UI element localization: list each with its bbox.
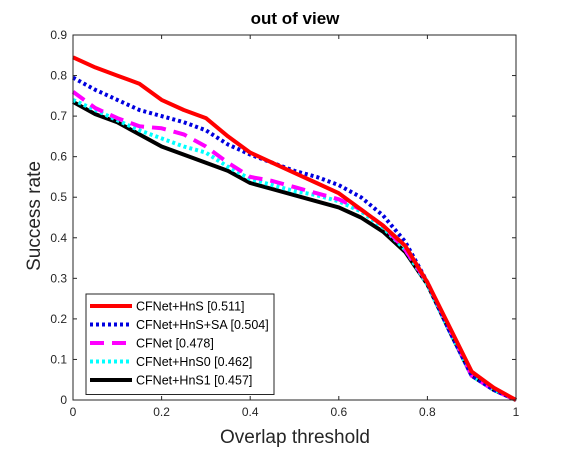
x-tick-label: 0.2 xyxy=(153,405,170,419)
y-tick-label: 0.4 xyxy=(50,231,67,245)
y-tick-label: 0.7 xyxy=(50,109,67,123)
y-tick-label: 0.6 xyxy=(50,150,67,164)
legend-label-5: CFNet+HnS1 [0.457] xyxy=(136,374,252,388)
x-axis-label: Overlap threshold xyxy=(220,427,370,448)
x-tick-label: 1 xyxy=(513,405,520,419)
y-tick-label: 0.5 xyxy=(50,190,67,204)
y-tick-label: 0.9 xyxy=(50,28,67,42)
x-tick-label: 0 xyxy=(70,405,77,419)
series-layer xyxy=(71,55,517,402)
plot-frame xyxy=(72,34,517,401)
series-line-1 xyxy=(72,55,517,402)
y-tick-label: 0.8 xyxy=(50,69,67,83)
legend: CFNet+HnS [0.511] CFNet+HnS+SA [0.504] CFN… xyxy=(85,293,275,395)
legend-label-3: CFNet [0.478] xyxy=(136,337,214,351)
x-tick-label: 0.6 xyxy=(330,405,347,419)
legend-label-1: CFNet+HnS [0.511] xyxy=(136,300,245,314)
x-tick-label: 0.8 xyxy=(419,405,436,419)
chart-title: out of view xyxy=(251,9,341,28)
y-tick-label: 0.1 xyxy=(50,352,67,366)
legend-label-2: CFNet+HnS+SA [0.504] xyxy=(136,318,269,332)
y-tick-label: 0.3 xyxy=(50,271,67,285)
legend-label-4: CFNet+HnS0 [0.462] xyxy=(136,355,252,369)
y-tick-label: 0.2 xyxy=(50,312,67,326)
axes-layer: 0 0.2 0.4 0.6 0.8 1 0 0.1 0.2 0.3 0.4 0.5 0.6 0.7 0.8 0… xyxy=(50,28,519,419)
y-tick-label: 0 xyxy=(60,393,67,407)
y-axis-label: Success rate xyxy=(24,161,45,271)
x-tick-label: 0.4 xyxy=(242,405,259,419)
